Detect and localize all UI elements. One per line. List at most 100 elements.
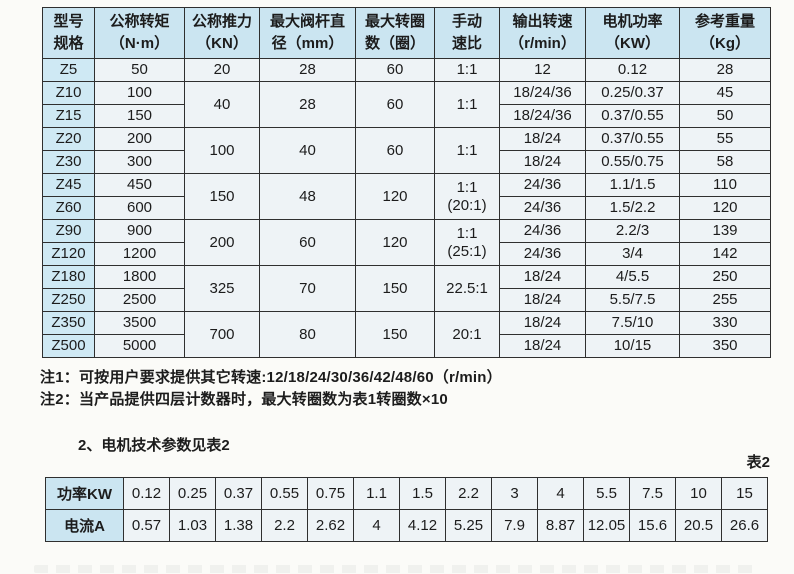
- data-cell: 4/5.5: [585, 265, 680, 289]
- column-header-cell: 最大阀杆直 径（mm）: [259, 7, 356, 59]
- model-cell: Z120: [42, 242, 95, 266]
- table-row: Z30 300 18/24 0.55/0.75 58: [42, 150, 771, 174]
- data-cell: 40: [184, 81, 260, 128]
- data-cell: 0.75: [307, 477, 354, 510]
- data-cell: 1.1: [353, 477, 400, 510]
- model-cell: Z180: [42, 265, 95, 289]
- header-row: 型号 规格 公称转矩 （N·m） 公称推力 （KN） 最大阀杆直 径（mm） 最大转圈 …: [42, 7, 771, 59]
- data-cell: 2.2: [445, 477, 492, 510]
- data-cell: 60: [259, 219, 356, 266]
- table-row: Z500 5000 18/24 10/15 350: [42, 334, 771, 358]
- data-cell: 60: [355, 58, 435, 82]
- data-cell: 28: [259, 58, 356, 82]
- note-2: 注2：当产品提供四层计数器时，最大转圈数为表1转圈数×10: [40, 391, 448, 408]
- data-cell: 15.6: [629, 509, 676, 542]
- data-cell: 2500: [94, 288, 185, 312]
- data-cell: 120: [679, 196, 771, 220]
- data-cell: 12: [499, 58, 586, 82]
- data-cell: 1:1 (25:1): [434, 219, 500, 266]
- table-row: Z5 50 20 28 60 1:1 12 0.12 28: [42, 58, 771, 82]
- data-cell: 60: [355, 81, 435, 128]
- data-cell: 18/24: [499, 311, 586, 335]
- data-cell: 3500: [94, 311, 185, 335]
- model-cell: Z60: [42, 196, 95, 220]
- table-row: 电流A 0.57 1.03 1.38 2.2 2.62 4 4.12 5.25 7.9 8.87 12…: [45, 509, 768, 542]
- data-cell: 0.12: [585, 58, 680, 82]
- model-cell: Z20: [42, 127, 95, 151]
- model-cell: Z15: [42, 104, 95, 128]
- data-cell: 450: [94, 173, 185, 197]
- data-cell: 350: [679, 334, 771, 358]
- data-cell: 70: [259, 265, 356, 312]
- data-cell: 24/36: [499, 242, 586, 266]
- data-cell: 1.1/1.5: [585, 173, 680, 197]
- table-row: Z60 600 24/36 1.5/2.2 120: [42, 196, 771, 220]
- cropped-text-line: [34, 565, 754, 573]
- actuator-spec-table: 型号 规格 公称转矩 （N·m） 公称推力 （KN） 最大阀杆直 径（mm） 最大转圈 …: [42, 7, 771, 358]
- data-cell: 0.37/0.55: [585, 127, 680, 151]
- model-cell: 电流A: [45, 509, 124, 542]
- data-cell: 60: [355, 127, 435, 174]
- table2-label: 表2: [746, 454, 770, 471]
- data-cell: 0.25: [169, 477, 216, 510]
- data-cell: 4: [353, 509, 400, 542]
- data-cell: 55: [679, 127, 771, 151]
- table-row: 功率KW 0.12 0.25 0.37 0.55 0.75 1.1 1.5 2.2 3 4 5.5 7.…: [45, 477, 768, 510]
- data-cell: 28: [679, 58, 771, 82]
- data-cell: 24/36: [499, 196, 586, 220]
- data-cell: 0.37/0.55: [585, 104, 680, 128]
- data-cell: 58: [679, 150, 771, 174]
- motor-parameter-table: 功率KW 0.12 0.25 0.37 0.55 0.75 1.1 1.5 2.2 3 4 5.5 7.…: [45, 477, 768, 542]
- data-cell: 1.5: [399, 477, 446, 510]
- data-cell: 200: [94, 127, 185, 151]
- table-row: Z45 450 150 48 120 1:1 (20:1) 24/36 1.1/1.5 110: [42, 173, 771, 220]
- data-cell: 1:1: [434, 81, 500, 128]
- data-cell: 20: [184, 58, 260, 82]
- data-cell: 18/24/36: [499, 104, 586, 128]
- data-cell: 110: [679, 173, 771, 197]
- data-cell: 300: [94, 150, 185, 174]
- table-row: Z250 2500 18/24 5.5/7.5 255: [42, 288, 771, 312]
- data-cell: 600: [94, 196, 185, 220]
- data-cell: 80: [259, 311, 356, 358]
- data-cell: 18/24: [499, 150, 586, 174]
- data-cell: 10/15: [585, 334, 680, 358]
- data-cell: 900: [94, 219, 185, 243]
- model-cell: Z500: [42, 334, 95, 358]
- column-header-cell: 公称转矩 （N·m）: [94, 7, 185, 59]
- data-cell: 1800: [94, 265, 185, 289]
- data-cell: 142: [679, 242, 771, 266]
- data-cell: 1:1 (20:1): [434, 173, 500, 220]
- data-cell: 7.5/10: [585, 311, 680, 335]
- data-cell: 1.38: [215, 509, 262, 542]
- model-cell: Z5: [42, 58, 95, 82]
- data-cell: 10: [675, 477, 722, 510]
- data-cell: 150: [94, 104, 185, 128]
- data-cell: 0.12: [123, 477, 170, 510]
- data-cell: 50: [94, 58, 185, 82]
- data-cell: 4: [537, 477, 584, 510]
- data-cell: 48: [259, 173, 356, 220]
- data-cell: 325: [184, 265, 260, 312]
- column-header-cell: 手动 速比: [434, 7, 500, 59]
- data-cell: 139: [679, 219, 771, 243]
- data-cell: 5.25: [445, 509, 492, 542]
- note-1: 注1：可按用户要求提供其它转速:12/18/24/30/36/42/48/60（…: [40, 369, 502, 386]
- data-cell: 330: [679, 311, 771, 335]
- data-cell: 18/24: [499, 334, 586, 358]
- data-cell: 150: [184, 173, 260, 220]
- data-cell: 2.62: [307, 509, 354, 542]
- data-cell: 18/24/36: [499, 81, 586, 105]
- model-cell: Z250: [42, 288, 95, 312]
- model-cell: Z90: [42, 219, 95, 243]
- data-cell: 1.5/2.2: [585, 196, 680, 220]
- data-cell: 7.5: [629, 477, 676, 510]
- data-cell: 250: [679, 265, 771, 289]
- data-cell: 18/24: [499, 265, 586, 289]
- data-cell: 2.2/3: [585, 219, 680, 243]
- table-row: Z350 3500 700 80 150 20:1 18/24 7.5/10 330: [42, 311, 771, 358]
- model-cell: Z10: [42, 81, 95, 105]
- data-cell: 120: [355, 173, 435, 220]
- column-header-cell: 电机功率 （KW）: [585, 7, 680, 59]
